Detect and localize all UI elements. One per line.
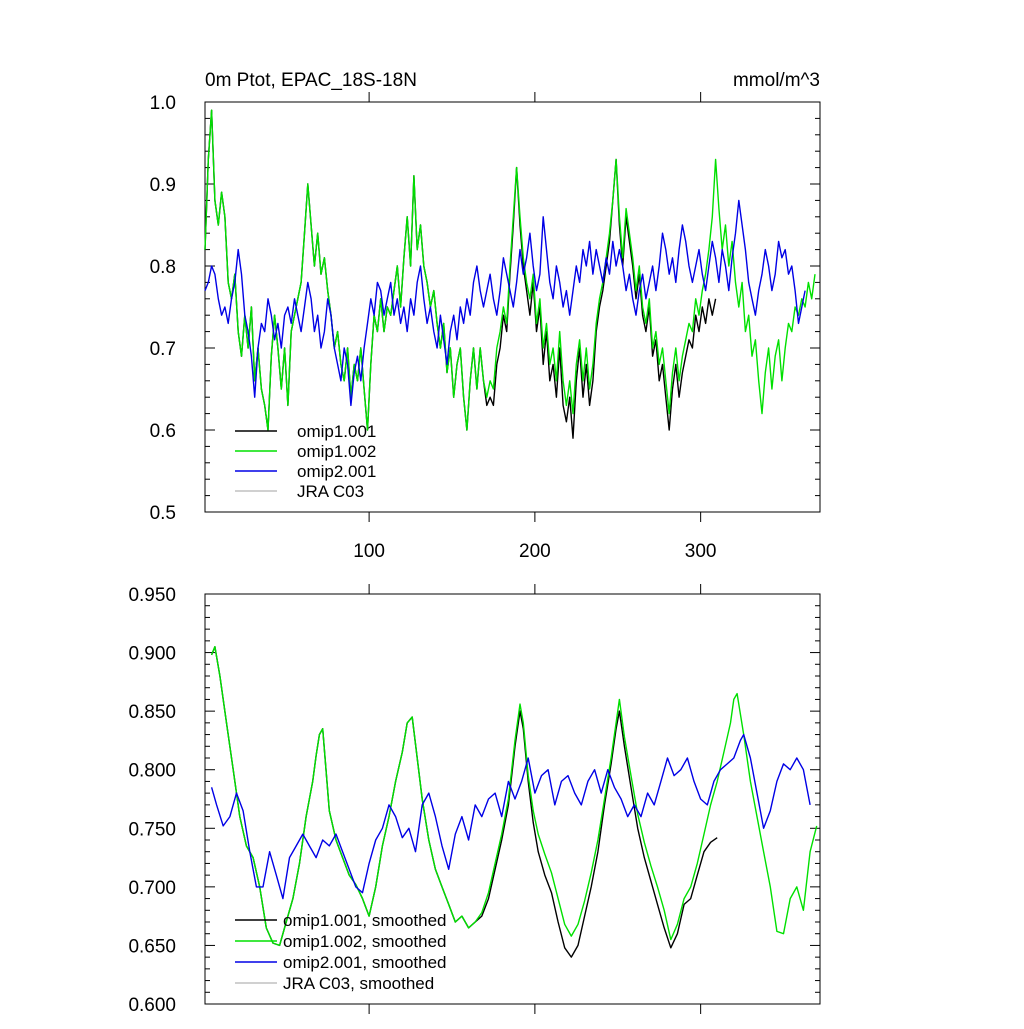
top-x-tick-label: 300 <box>685 541 717 562</box>
top-y-tick-label: 0.8 <box>150 257 176 278</box>
top-plot-frame <box>204 101 821 513</box>
bottom-y-tick-label: 0.850 <box>128 702 176 723</box>
top-x-tick-label: 100 <box>353 541 385 562</box>
top-series-line-omip1-002 <box>204 109 816 431</box>
bottom-y-tick-label: 0.600 <box>128 995 176 1016</box>
top-y-tick-label: 0.7 <box>150 339 176 360</box>
top-legend-label-omip1-001: omip1.001 <box>297 422 376 441</box>
top-chart-units: mmol/m^3 <box>733 70 820 91</box>
top-y-tick-label: 0.5 <box>150 503 176 524</box>
bottom-y-tick-label: 0.650 <box>128 936 176 957</box>
top-series-line-omip2-001 <box>204 199 806 407</box>
bottom-plot-frame <box>204 593 821 1005</box>
bottom-legend-label-omip1-002-smoothed: omip1.002, smoothed <box>283 932 447 951</box>
bottom-legend-label-omip1-001-smoothed: omip1.001, smoothed <box>283 911 447 930</box>
top-legend-label-jra-c03: JRA C03 <box>297 482 364 501</box>
top-legend-label-omip2-001: omip2.001 <box>297 462 376 481</box>
bottom-series-line-omip1-002-smoothed <box>210 646 818 947</box>
top-y-tick-label: 0.9 <box>150 175 176 196</box>
bottom-legend-label-jra-c03-smoothed: JRA C03, smoothed <box>283 974 434 993</box>
bottom-y-tick-label: 0.800 <box>128 761 176 782</box>
top-legend-label-omip1-002: omip1.002 <box>297 442 376 461</box>
bottom-y-tick-label: 0.750 <box>128 819 176 840</box>
bottom-panel: 0.600 0.650 0.700 0.750 0.800 0.850 0.900 0.950… <box>128 584 821 1016</box>
bottom-y-tick-label: 0.700 <box>128 878 176 899</box>
bottom-series-line-omip2-001-smoothed <box>210 733 811 900</box>
top-x-tick-label: 200 <box>519 541 551 562</box>
bottom-legend-label-omip2-001-smoothed: omip2.001, smoothed <box>283 953 447 972</box>
bottom-y-tick-label: 0.950 <box>128 585 176 606</box>
top-y-tick-label: 0.6 <box>150 421 176 442</box>
top-chart-title: 0m Ptot, EPAC_18S-18N <box>205 70 417 91</box>
bottom-y-tick-label: 0.900 <box>128 644 176 665</box>
top-y-tick-label: 1.0 <box>150 93 176 114</box>
top-panel: 0m Ptot, EPAC_18S-18N mmol/m^3 0.5 0.6 0.7… <box>150 70 821 562</box>
